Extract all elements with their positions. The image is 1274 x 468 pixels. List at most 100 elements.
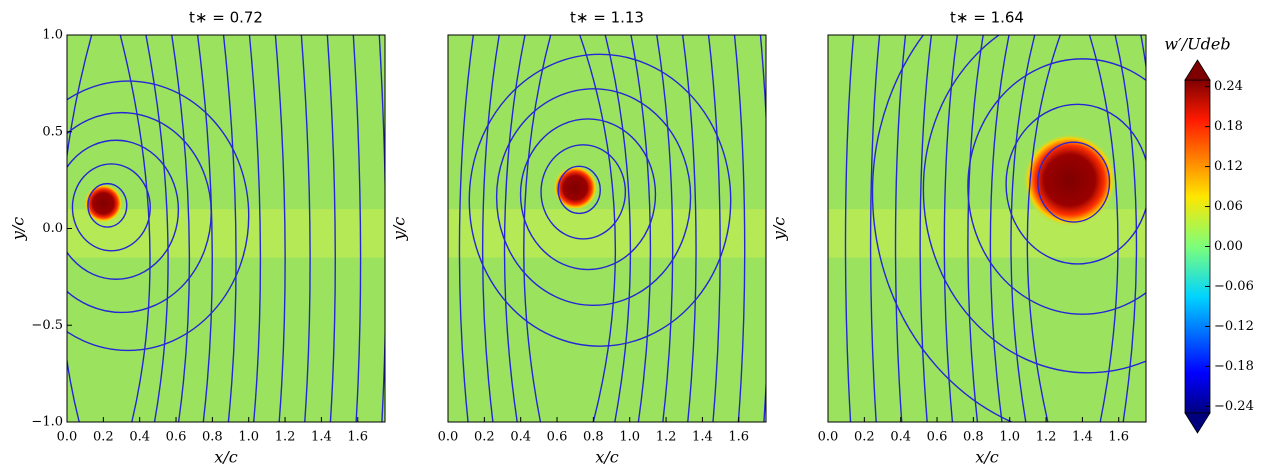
colorbar-label: w′/Udeb [1164,35,1230,54]
x-tick-label: 1.2 [1036,430,1057,445]
x-tick-label: 1.6 [728,430,749,445]
streamline [1037,141,1111,223]
colorbar-tick-label: 0.18 [1214,119,1243,134]
y-axis-label: y/c [770,217,789,241]
x-tick-label: 0.2 [854,430,875,445]
streamline [300,35,311,422]
streamline [681,35,697,422]
streamline [894,35,907,422]
x-tick-label: 1.6 [1108,430,1129,445]
streamline [943,35,959,422]
streamline [411,30,422,427]
colorbar-tick-label: −0.06 [1214,279,1254,294]
colorbar-extend-bottom [1184,412,1211,434]
y-tick-label: −1.0 [31,415,63,430]
streamline [458,35,475,422]
streamline [844,35,855,422]
y-axis-label: y/c [390,217,409,241]
streamline [67,35,93,422]
plot-frame [827,34,1147,423]
x-tick-label: 0.6 [547,430,568,445]
y-tick-label: 0.5 [42,124,63,139]
colorbar-tick-label: 0.00 [1214,239,1243,254]
x-tick-label: 0.8 [583,430,604,445]
panel-title: t∗ = 1.64 [950,9,1024,27]
streamline [604,35,632,422]
panel-title: t∗ = 1.13 [570,9,644,27]
x-tick-label: 0.0 [438,430,459,445]
x-tick-label: 1.4 [1072,430,1093,445]
x-tick-label: 1.2 [656,430,677,445]
plot-area [795,30,1181,427]
colorbar-tick-label: 0.24 [1214,79,1243,94]
streamline [495,88,692,307]
streamline [145,35,169,422]
streamline [828,35,829,40]
panel-title: t∗ = 0.72 [189,9,263,27]
streamline [1005,103,1146,265]
x-tick-label: 1.4 [311,430,332,445]
streamline [481,35,500,422]
streamline [119,35,151,422]
x-tick-label: 0.6 [166,430,187,445]
streamline [1026,35,1062,422]
y-tick-label: −0.5 [31,318,63,333]
x-tick-label: 1.0 [619,430,640,445]
streamline [869,35,881,422]
x-axis-label: x/c [975,448,998,467]
streamline [557,165,601,215]
x-tick-label: 1.6 [347,430,368,445]
vortex-core [84,184,123,223]
x-tick-label: 1.4 [692,430,713,445]
streamline [630,35,652,422]
streamline [503,35,526,422]
x-tick-label: 0.8 [202,430,223,445]
streamline [67,80,250,352]
streamline [967,35,984,422]
y-axis-label: y/c [9,217,28,241]
streamline [707,35,721,422]
streamline [795,30,802,427]
colorbar-tick-label: −0.12 [1214,319,1254,334]
colorbar-tick-label: −0.24 [1214,399,1254,414]
streamline [578,35,617,422]
streamline [87,182,128,228]
streamline [326,35,336,422]
y-tick-label: 0.0 [42,221,63,236]
x-tick-label: 0.0 [818,430,839,445]
streamline [919,35,933,422]
streamline [871,35,1014,422]
streamline [540,144,627,240]
streamline [1088,35,1119,422]
streamline [523,35,552,422]
plot-area [67,35,385,422]
x-tick-label: 0.4 [890,430,911,445]
streamline [352,35,362,422]
streamline [71,163,151,252]
wake-band [448,209,766,258]
x-tick-label: 0.0 [57,430,78,445]
x-axis-label: x/c [595,448,618,467]
y-tick-label: 1.0 [42,28,63,43]
streamline [468,53,732,347]
colorbar-tick-label: 0.06 [1214,199,1243,214]
x-tick-label: 0.2 [474,430,495,445]
plot-frame [447,34,767,423]
x-tick-label: 1.0 [999,430,1020,445]
x-tick-label: 0.4 [510,430,531,445]
x-tick-label: 1.2 [275,430,296,445]
streamline [656,35,674,422]
streamline [171,35,191,422]
streamline [378,35,385,422]
streamline [759,35,766,422]
streamline [248,35,262,422]
streamline [989,35,1010,422]
streamline [967,58,1146,315]
colorbar-tick-label: 0.12 [1214,159,1243,174]
x-tick-label: 0.4 [129,430,150,445]
streamline [1166,30,1181,427]
streamline [67,139,180,280]
streamline [448,35,449,37]
colorbar-tick-label: −0.18 [1214,359,1254,374]
